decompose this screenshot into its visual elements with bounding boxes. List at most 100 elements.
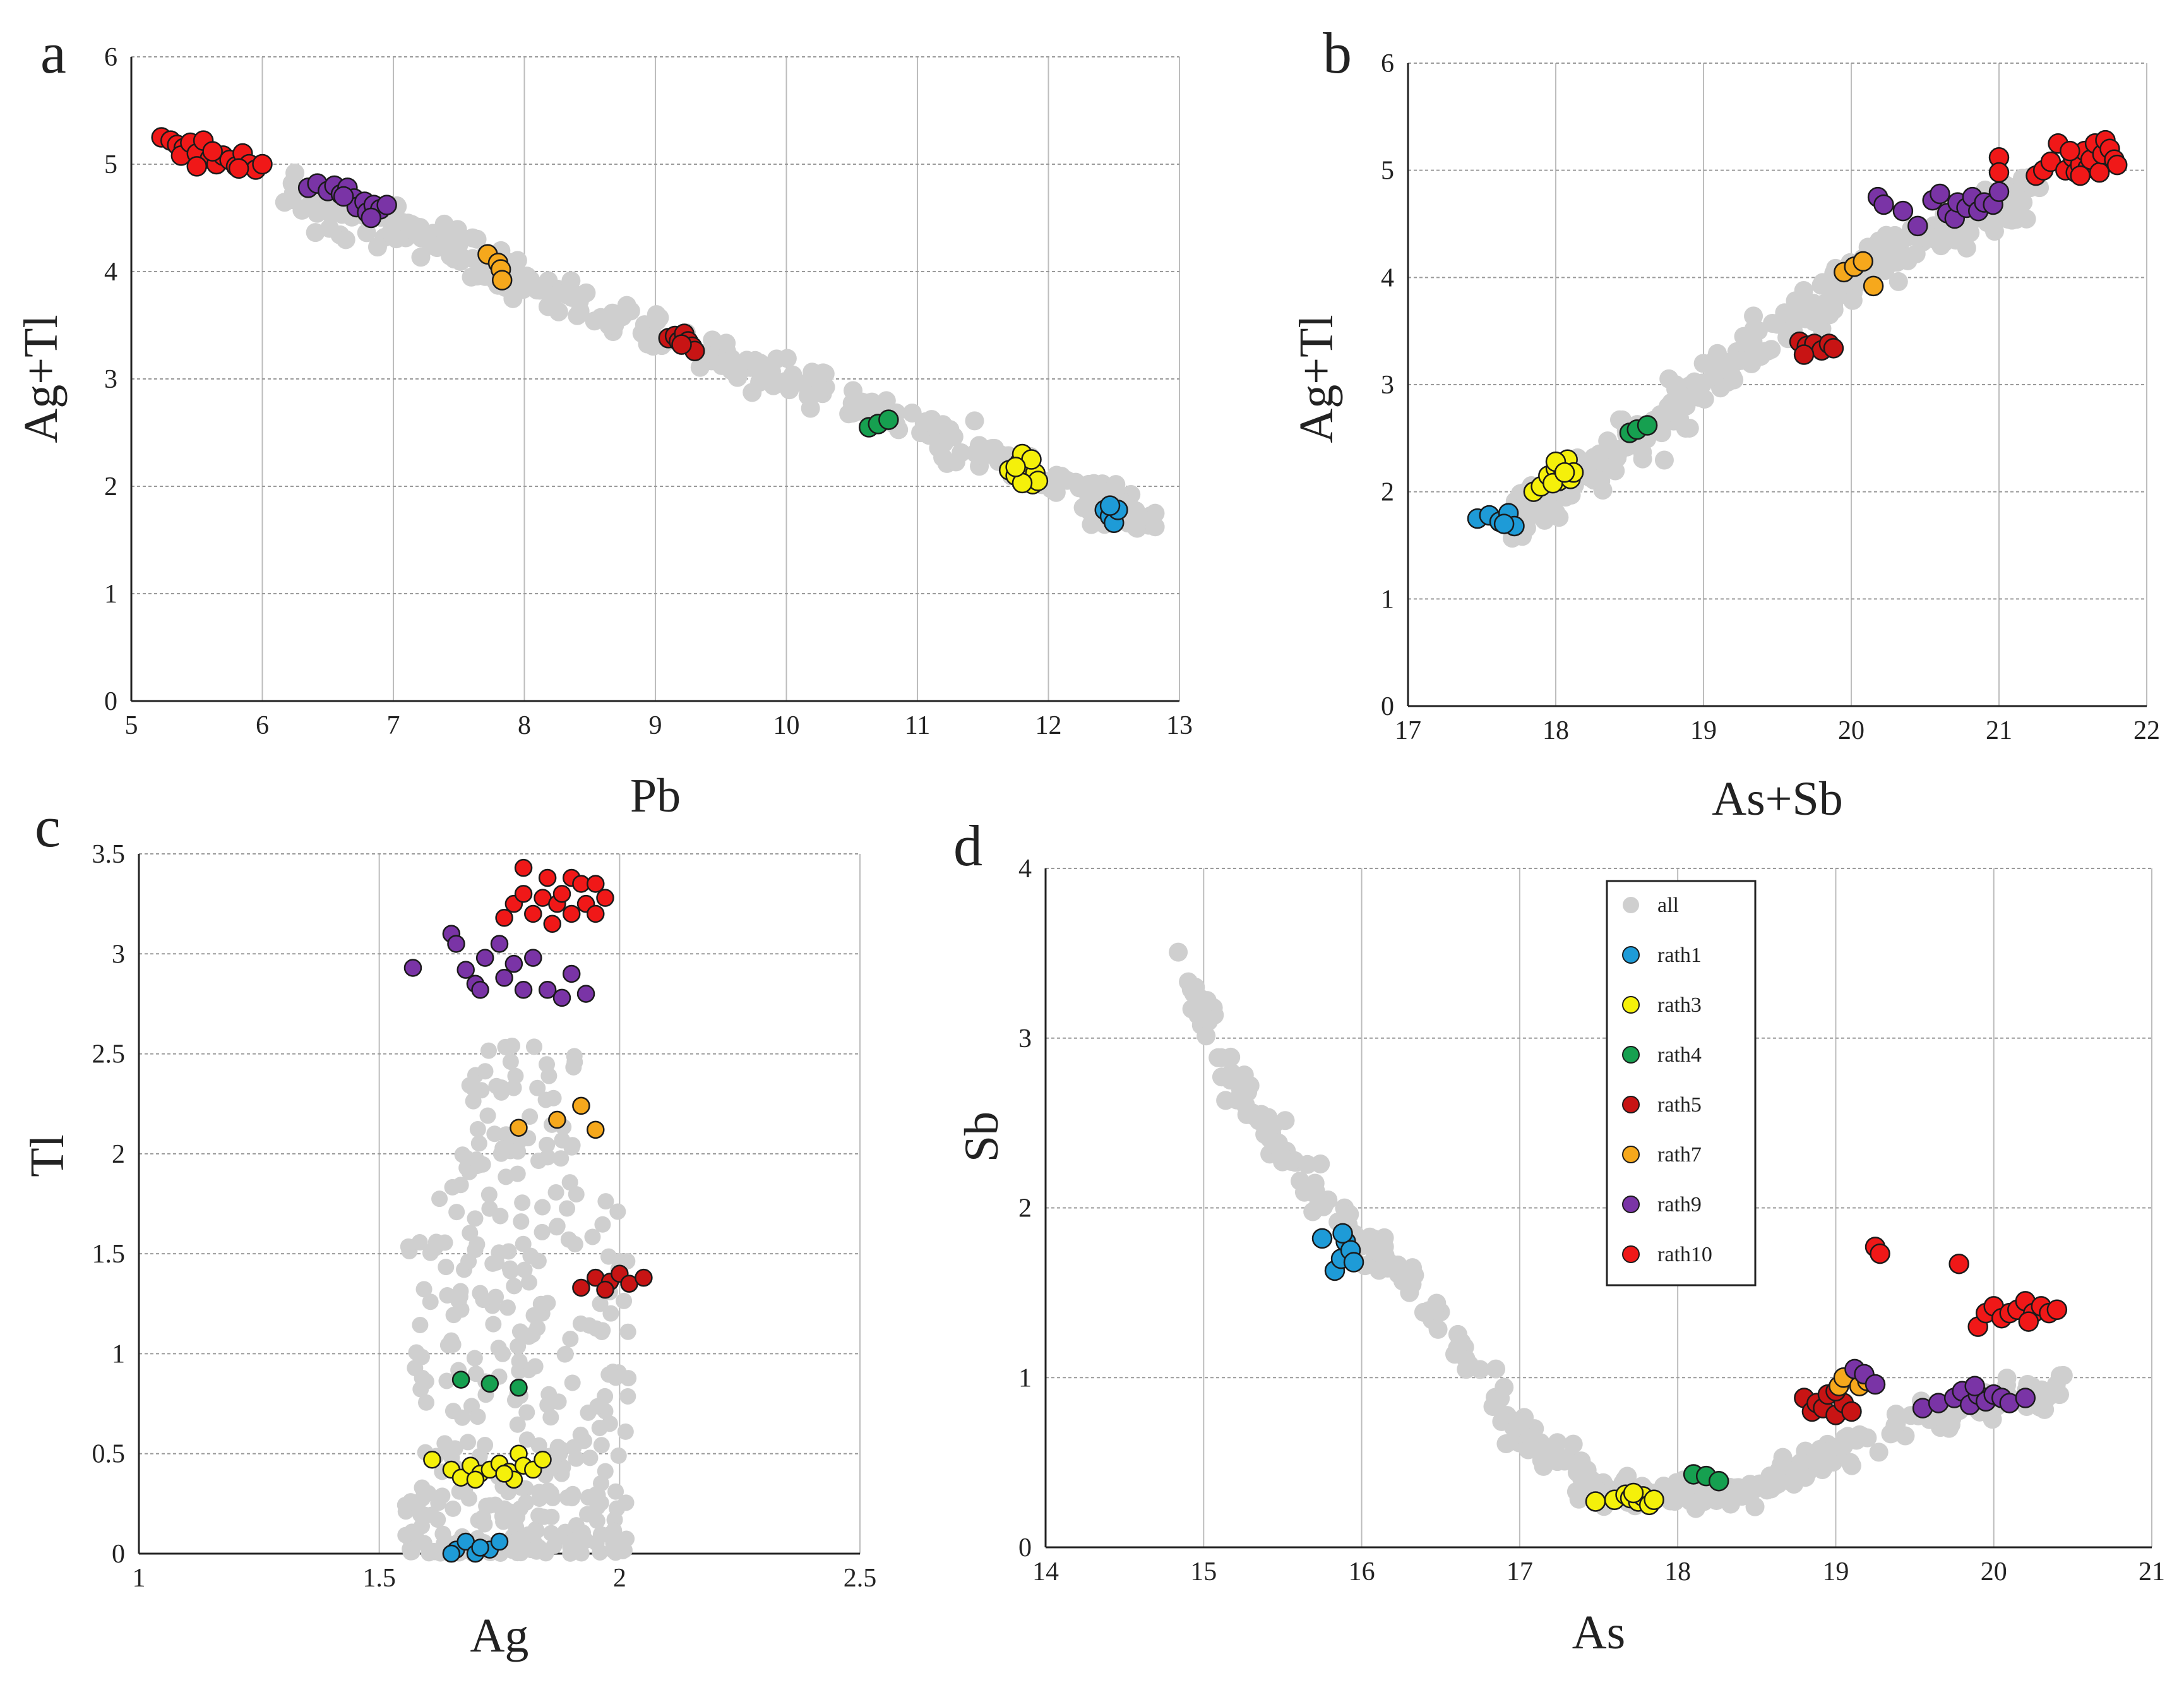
- point-all: [1508, 1412, 1527, 1432]
- y-tick-label: 2: [1018, 1194, 1032, 1223]
- point-all: [845, 403, 864, 423]
- y-axis-label: Ag+Tl: [1290, 315, 1343, 443]
- point-all: [559, 1200, 576, 1217]
- point-rath7: [548, 1110, 566, 1129]
- point-rath5: [1823, 338, 1844, 359]
- point-all: [1766, 1465, 1786, 1485]
- point-all: [1743, 332, 1763, 351]
- point-all: [1216, 1091, 1236, 1110]
- point-all: [546, 1537, 563, 1554]
- point-all: [475, 1509, 492, 1526]
- point-all: [563, 1139, 580, 1156]
- legend: all rath1 rath3 rath4 rath5 rath7 rath9 rath10: [1606, 880, 1757, 1286]
- point-all: [603, 303, 623, 323]
- point-all: [722, 361, 741, 380]
- point-all: [743, 383, 762, 402]
- y-tick-label: 0: [112, 1540, 125, 1569]
- point-all: [1813, 1442, 1832, 1461]
- point-all: [530, 1252, 547, 1269]
- point-all: [539, 1149, 556, 1166]
- point-rath10: [1870, 1243, 1890, 1264]
- series-rath1: [1311, 1223, 1364, 1281]
- x-tick-label: 22: [2133, 716, 2160, 745]
- series-rath3: [1523, 449, 1584, 502]
- point-rath9: [475, 949, 494, 967]
- point-rath9: [1907, 215, 1928, 237]
- point-all: [423, 1506, 440, 1523]
- point-rath9: [504, 954, 523, 973]
- point-all: [600, 1526, 617, 1544]
- point-all: [750, 353, 770, 373]
- x-tick-label: 20: [1981, 1557, 2007, 1586]
- point-rath9: [562, 964, 581, 983]
- point-all: [1744, 306, 1763, 326]
- point-all: [510, 1338, 527, 1355]
- series-rath10: [495, 858, 614, 933]
- point-all: [418, 1394, 435, 1411]
- legend-label-rath3: rath3: [1657, 993, 1702, 1017]
- point-all: [550, 1393, 567, 1410]
- point-all: [527, 280, 547, 300]
- point-all: [1198, 1009, 1218, 1029]
- series-rath4: [451, 1370, 528, 1397]
- point-all: [562, 1331, 579, 1348]
- point-all: [469, 1120, 486, 1137]
- point-rath9: [1892, 200, 1914, 222]
- series-rath3: [1585, 1482, 1664, 1516]
- point-all: [490, 1340, 507, 1357]
- point-all: [616, 1292, 633, 1309]
- x-tick-label: 21: [2139, 1557, 2165, 1586]
- point-all: [413, 1348, 430, 1365]
- point-rath7: [1863, 275, 1884, 297]
- point-all: [306, 223, 325, 243]
- point-all: [1883, 253, 1902, 272]
- point-all: [537, 1091, 554, 1108]
- legend-marker-rath4: [1622, 1046, 1640, 1064]
- x-tick-label: 6: [256, 711, 269, 740]
- point-rath9: [576, 985, 595, 1003]
- point-all: [422, 1293, 439, 1310]
- series-rath9: [1867, 181, 2010, 237]
- point-all: [593, 1475, 610, 1492]
- point-all: [509, 1416, 526, 1433]
- point-all: [487, 1288, 504, 1305]
- legend-marker-all: [1623, 897, 1639, 913]
- point-rath9: [1873, 194, 1894, 215]
- point-all: [506, 1278, 523, 1295]
- point-rath10: [1948, 1253, 1969, 1274]
- series-rath9: [1844, 1358, 2036, 1418]
- x-tick-label: 19: [1822, 1557, 1849, 1586]
- point-all: [520, 1526, 537, 1543]
- y-tick-label: 0: [104, 687, 117, 716]
- point-all: [1271, 1144, 1291, 1163]
- point-rath10: [514, 858, 533, 877]
- point-all: [562, 1535, 579, 1552]
- point-all: [514, 1194, 531, 1211]
- x-tick-label: 21: [1986, 716, 2012, 745]
- point-all: [1452, 1333, 1471, 1352]
- point-all: [412, 1316, 429, 1333]
- point-all: [511, 1353, 528, 1370]
- point-rath9: [471, 981, 489, 999]
- y-tick-label: 1: [112, 1340, 125, 1369]
- point-all: [507, 1067, 524, 1084]
- point-rath9: [514, 981, 533, 999]
- point-all: [465, 1080, 482, 1097]
- legend-label-rath4: rath4: [1657, 1043, 1702, 1067]
- series-rath7: [1834, 251, 1884, 297]
- y-tick-label: 3: [1381, 371, 1394, 400]
- point-all: [547, 1184, 564, 1201]
- point-all: [460, 1253, 477, 1270]
- point-all: [445, 1336, 462, 1353]
- legend-box: [1606, 880, 1757, 1286]
- point-rath1: [442, 1544, 461, 1563]
- point-rath1: [490, 1532, 509, 1551]
- series-rath7: [510, 1096, 605, 1139]
- point-all: [411, 248, 431, 267]
- point-all: [621, 301, 640, 321]
- point-all: [1574, 1465, 1594, 1484]
- y-tick-label: 6: [1381, 49, 1394, 78]
- x-axis-label: Pb: [630, 769, 681, 822]
- point-all: [539, 1295, 556, 1312]
